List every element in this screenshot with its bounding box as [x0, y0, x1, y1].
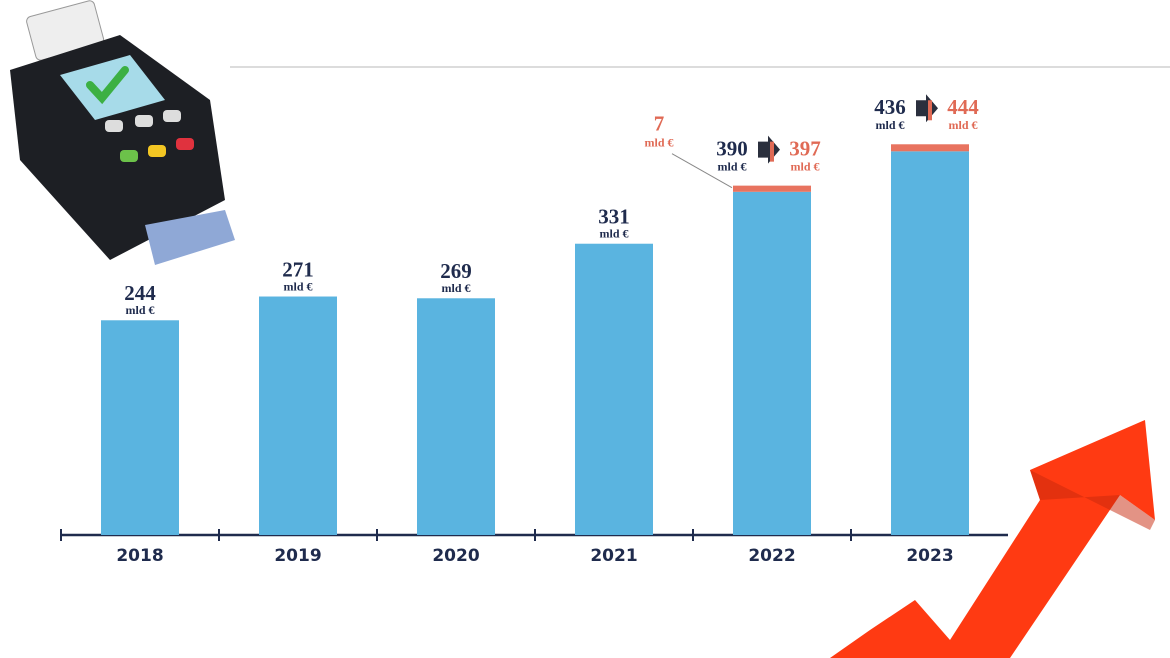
- value-label: 390: [716, 136, 748, 160]
- unit-label: mld €: [717, 159, 746, 173]
- unit-label: mld €: [948, 118, 977, 132]
- unit-label: mld €: [644, 135, 673, 149]
- x-tick-label: 2023: [906, 546, 953, 566]
- unit-label: mld €: [283, 279, 312, 293]
- bar-segment: [101, 320, 179, 535]
- bar-segment: [259, 296, 337, 535]
- bar-segment: [575, 243, 653, 535]
- x-tick-label: 2022: [748, 546, 795, 566]
- x-tick-label: 2018: [116, 546, 163, 566]
- value-label: 331: [598, 205, 630, 229]
- total-label: 397: [789, 136, 821, 160]
- bar-segment: [417, 298, 495, 535]
- value-label: 271: [282, 257, 314, 281]
- arrow-icon: [916, 94, 938, 123]
- bar-segment: [891, 144, 969, 152]
- pos-terminal-icon: [10, 0, 235, 265]
- leader-line: [671, 153, 733, 189]
- x-tick-label: 2021: [590, 546, 637, 566]
- total-label: 444: [947, 95, 979, 119]
- bar-segment: [733, 185, 811, 192]
- x-tick-label: 2020: [432, 546, 479, 566]
- segment-label: 7: [654, 111, 665, 135]
- value-label: 269: [440, 259, 472, 283]
- value-label: 244: [124, 281, 156, 305]
- bar-segment: [891, 151, 969, 535]
- arrow-tip: [770, 141, 774, 162]
- bar-segment: [733, 191, 811, 536]
- x-tick-label: 2019: [274, 546, 321, 566]
- unit-label: mld €: [790, 159, 819, 173]
- unit-label: mld €: [125, 303, 154, 317]
- arrow-tip: [928, 100, 932, 121]
- arrow-icon: [758, 135, 780, 164]
- growth-arrow-icon: [830, 420, 1155, 658]
- unit-label: mld €: [441, 281, 470, 295]
- unit-label: mld €: [599, 226, 628, 240]
- value-label: 436: [874, 95, 906, 119]
- unit-label: mld €: [875, 118, 904, 132]
